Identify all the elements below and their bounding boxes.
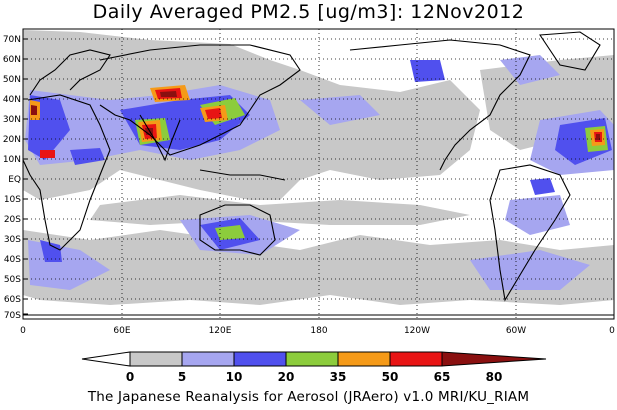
colorbar-label: 35 <box>330 370 347 384</box>
graticule <box>23 29 614 319</box>
lat-label: 30N <box>3 115 21 125</box>
lat-label: 30S <box>4 235 21 245</box>
colorbar-label: 50 <box>382 370 399 384</box>
lon-label: 180 <box>310 326 327 336</box>
colorbar-label: 80 <box>486 370 503 384</box>
lat-label: 50N <box>3 75 21 85</box>
lon-labels: 0 60E 120E 180 120W 60W 0 <box>20 326 615 336</box>
colorbar-segment <box>337 351 391 367</box>
lat-label: 20S <box>4 215 21 225</box>
lat-label: 10N <box>3 155 21 165</box>
colorbar-arrow-left <box>81 351 131 367</box>
lat-label: 70S <box>4 311 21 321</box>
colorbar-segment <box>389 351 443 367</box>
lat-ticks <box>23 38 28 315</box>
colorbar-label: 65 <box>434 370 451 384</box>
lat-label: 40S <box>4 255 21 265</box>
lon-label: 120W <box>404 326 430 336</box>
coastlines <box>23 31 614 316</box>
colorbar-segment <box>233 351 287 367</box>
lon-label: 0 <box>20 326 26 336</box>
lat-label: 20N <box>3 135 21 145</box>
map-title: Daily Averaged PM2.5 [ug/m3]: 12Nov2012 <box>92 1 525 23</box>
pm25-field <box>23 30 614 305</box>
colorbar-arrow-right <box>441 351 547 367</box>
colorbar-segment <box>129 351 183 367</box>
lon-label: 120E <box>209 326 232 336</box>
map-frame <box>22 28 615 320</box>
lat-label: 60S <box>4 295 21 305</box>
lon-label: 60W <box>506 326 526 336</box>
colorbar-label: 10 <box>226 370 243 384</box>
lat-labels: 70N 60N 50N 40N 30N 20N 10N EQ 10S 20S 3… <box>3 35 21 321</box>
colorbar-segment <box>181 351 235 367</box>
lon-label: 0 <box>609 326 615 336</box>
colorbar-segment <box>285 351 339 367</box>
colorbar: 0 5 10 20 35 50 65 80 <box>81 351 547 384</box>
lat-label: 70N <box>3 35 21 45</box>
lat-label: 50S <box>4 275 21 285</box>
lon-label: 60E <box>113 326 130 336</box>
lat-label: 40N <box>3 95 21 105</box>
lat-label: 60N <box>3 55 21 65</box>
colorbar-label: 20 <box>278 370 295 384</box>
lat-label: 10S <box>4 195 21 205</box>
lat-label: EQ <box>8 175 21 185</box>
colorbar-label: 5 <box>178 370 186 384</box>
credit-line: The Japanese Reanalysis for Aerosol (JRA… <box>87 389 530 405</box>
colorbar-label: 0 <box>126 370 134 384</box>
